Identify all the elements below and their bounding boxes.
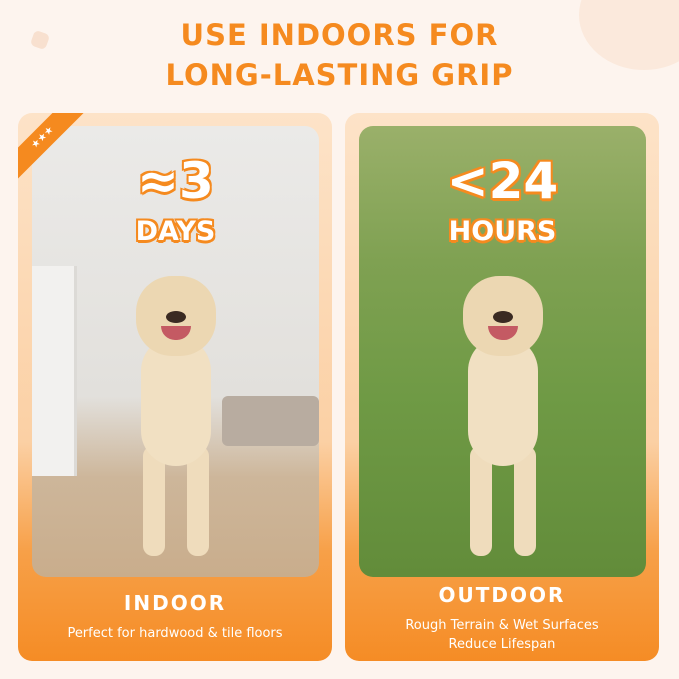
doorway bbox=[32, 266, 77, 476]
indoor-description: Perfect for hardwood & tile floors bbox=[67, 626, 283, 641]
outdoor-description-line2: Reduce Lifespan bbox=[448, 637, 556, 652]
indoor-unit: DAYS bbox=[135, 215, 217, 248]
indoor-dog-photo: ≈3 DAYS bbox=[32, 126, 319, 577]
dog-illustration bbox=[448, 276, 558, 566]
dog-illustration bbox=[121, 276, 231, 566]
outdoor-label: OUTDOOR bbox=[438, 583, 566, 607]
outdoor-card: <24 HOURS OUTDOOR Rough Terrain & Wet Su… bbox=[345, 113, 659, 661]
outdoor-dog-photo: <24 HOURS bbox=[359, 126, 646, 577]
outdoor-stat: <24 bbox=[446, 152, 559, 210]
outdoor-unit: HOURS bbox=[448, 215, 558, 248]
outdoor-description-line1: Rough Terrain & Wet Surfaces bbox=[405, 618, 599, 633]
indoor-stat: ≈3 bbox=[136, 152, 215, 210]
sofa bbox=[222, 396, 319, 446]
indoor-card: ≈3 DAYS ★★★ INDOOR Perfect for hardwood … bbox=[18, 113, 332, 661]
headline-line2: LONG-LASTING GRIP bbox=[165, 58, 514, 92]
headline-line1: USE INDOORS FOR bbox=[180, 18, 499, 52]
indoor-label: INDOOR bbox=[123, 591, 227, 615]
